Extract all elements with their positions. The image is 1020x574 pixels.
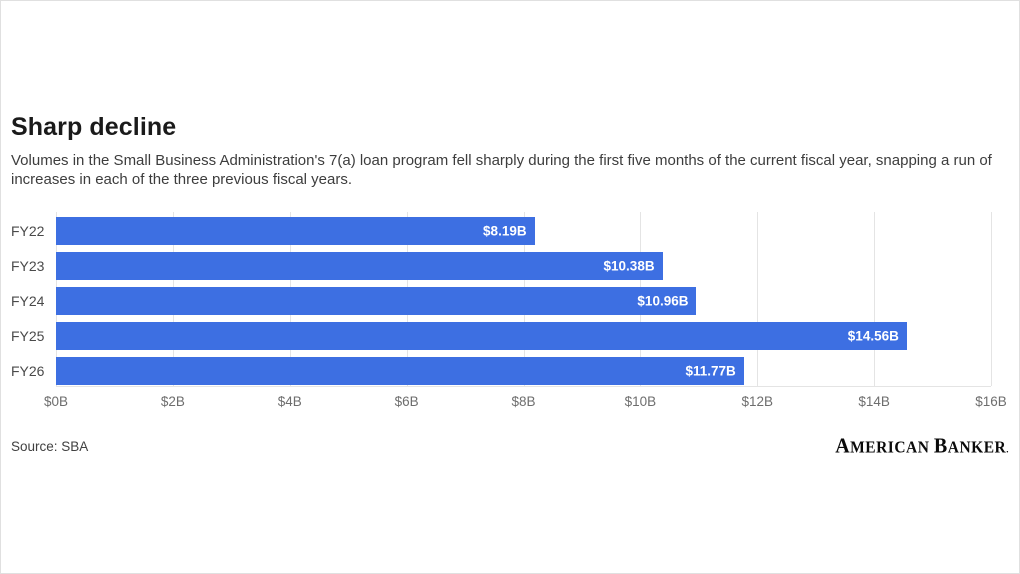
bar: $8.19B xyxy=(56,216,535,245)
gridline xyxy=(757,211,759,386)
bar-row: FY25 $14.56B xyxy=(11,321,991,350)
logo-word: BANKER xyxy=(933,433,1007,458)
x-axis-tick-label: $14B xyxy=(858,393,890,409)
chart-subtitle: Volumes in the Small Business Administra… xyxy=(11,151,992,189)
x-axis-tick-label: $2B xyxy=(160,393,185,409)
plot-area: FY22 $8.19B FY23 $10.38B FY24 $10.96B FY25 $14.… xyxy=(11,211,992,387)
bar-row: FY26 $11.77B xyxy=(11,356,991,385)
category-label: FY26 xyxy=(11,362,45,379)
bar-row: FY24 $10.96B xyxy=(11,286,991,315)
bar-row: FY23 $10.38B xyxy=(11,251,991,280)
bar-value-label: $11.77B xyxy=(685,363,736,379)
category-label: FY22 xyxy=(11,222,45,239)
category-label: FY25 xyxy=(11,327,45,344)
x-axis: $0B $2B $4B $6B $8B $10B $12B $14B $16B xyxy=(44,393,1007,411)
x-axis-tick-label: $6B xyxy=(394,393,419,409)
bar: $14.56B xyxy=(56,321,907,350)
x-axis-tick-label: $4B xyxy=(277,393,302,409)
bar-value-label: $8.19B xyxy=(483,223,527,239)
gridline xyxy=(874,211,876,386)
bar: $10.38B xyxy=(56,251,663,280)
bar-row: FY22 $8.19B xyxy=(11,216,991,245)
category-label: FY24 xyxy=(11,292,45,309)
bar: $11.77B xyxy=(56,356,744,385)
logo-registered-mark: . xyxy=(1006,443,1009,455)
chart-header: Sharp decline Volumes in the Small Busin… xyxy=(11,113,1009,190)
x-axis-tick-label: $12B xyxy=(741,393,774,409)
bar-value-label: $14.56B xyxy=(847,328,899,344)
chart-footer: Source: SBA AMERICAN BANKER. xyxy=(11,434,1009,459)
american-banker-logo: AMERICAN BANKER. xyxy=(835,434,1009,459)
x-axis-tick-label: $8B xyxy=(511,393,536,409)
x-axis-tick-label: $10B xyxy=(624,393,657,409)
logo-word: AMERICAN xyxy=(835,433,930,458)
bar: $10.96B xyxy=(56,286,697,315)
bar-chart: FY22 $8.19B FY23 $10.38B FY24 $10.96B FY25 $14.… xyxy=(11,211,1009,411)
page-title: Sharp decline xyxy=(11,113,177,141)
source-note: Source: SBA xyxy=(11,438,89,454)
x-axis-tick-label: $0B xyxy=(43,393,69,409)
category-label: FY23 xyxy=(11,257,45,274)
bar-value-label: $10.38B xyxy=(603,258,655,274)
x-axis-tick-label: $16B xyxy=(975,393,1007,409)
gridline xyxy=(991,211,992,386)
bar-value-label: $10.96B xyxy=(637,293,689,309)
